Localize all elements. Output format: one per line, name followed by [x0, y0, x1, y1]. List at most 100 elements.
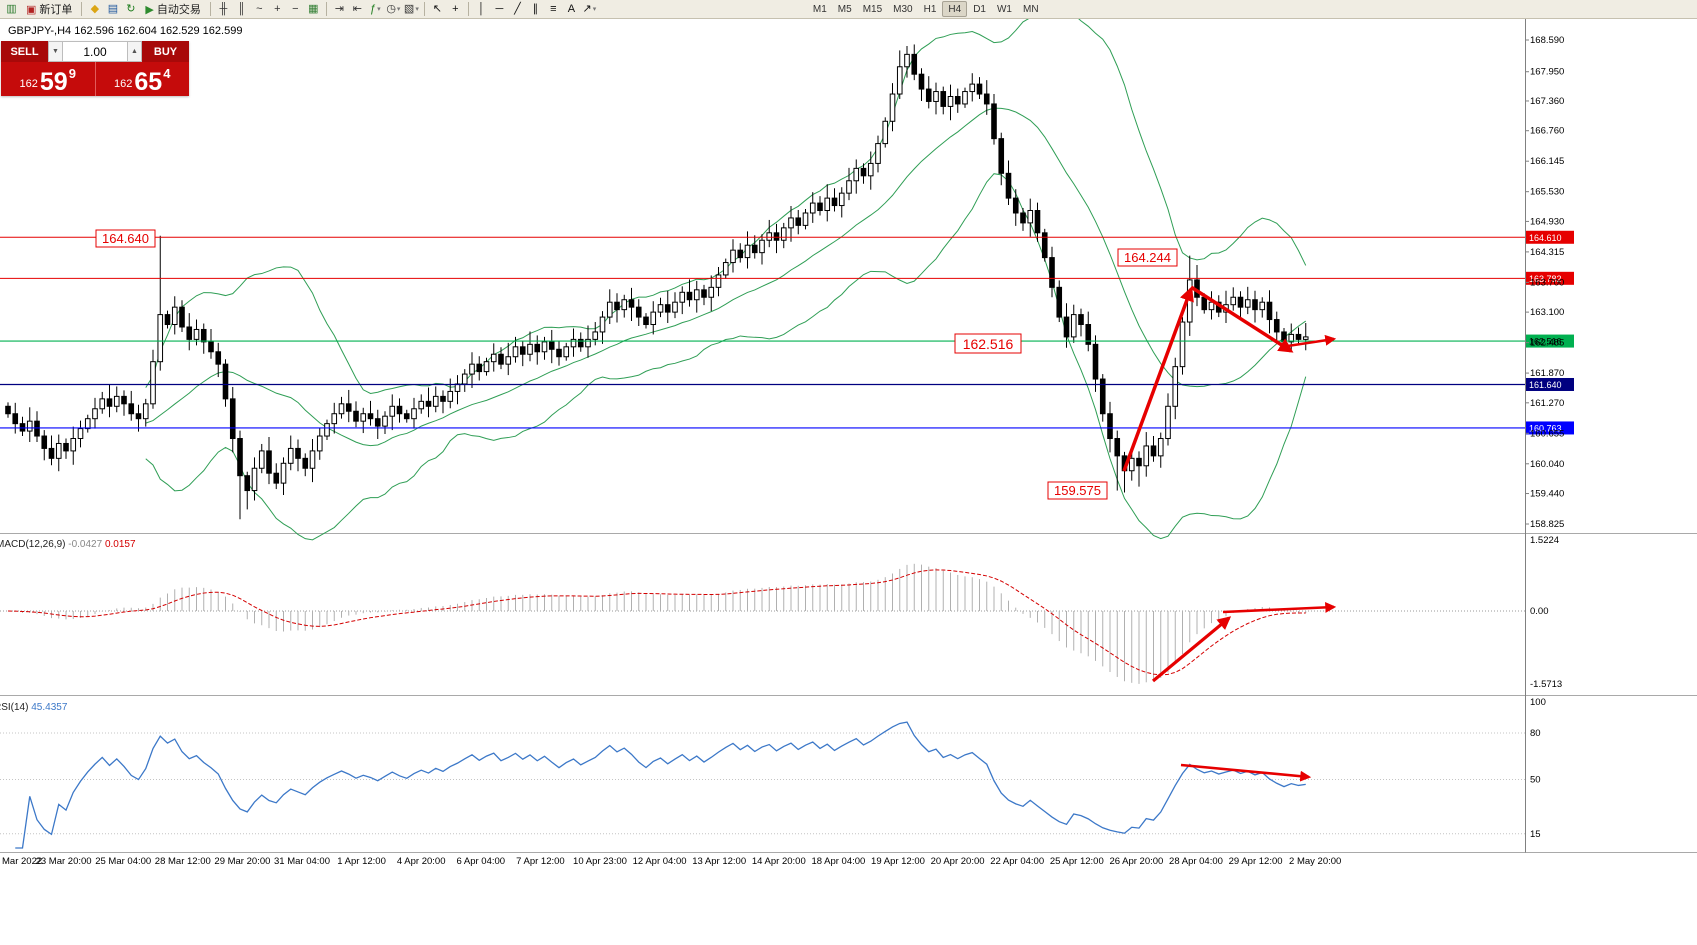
level-label-159575[interactable]: 159.575	[1047, 481, 1108, 500]
level-label-164640[interactable]: 164.640	[95, 229, 156, 248]
annotation-labels[interactable]: 164.640 164.244 162.516 159.575	[95, 229, 1178, 500]
svg-text:23 Mar 20:00: 23 Mar 20:00	[36, 856, 92, 867]
svg-text:163.782: 163.782	[1529, 274, 1562, 284]
auto-trading-button[interactable]: ▶ 自动交易	[140, 2, 205, 17]
volume-decrease-spinner[interactable]: ▼	[48, 41, 63, 62]
svg-text:164.640: 164.640	[102, 231, 149, 246]
buy-button[interactable]: BUY	[142, 41, 189, 62]
level-label-164244[interactable]: 164.244	[1117, 248, 1178, 267]
svg-text:-1.5713: -1.5713	[1530, 679, 1562, 690]
svg-text:12 Apr 04:00: 12 Apr 04:00	[633, 856, 687, 867]
line-chart-type-icon[interactable]: ~	[256, 2, 263, 15]
sell-button[interactable]: SELL	[1, 41, 48, 62]
svg-text:168.590: 168.590	[1530, 35, 1564, 46]
periods-icon[interactable]: ◷ ▾	[386, 2, 401, 15]
crosshair-icon[interactable]: +	[452, 2, 459, 15]
chart-shift-icon[interactable]: ⇤	[352, 2, 362, 15]
templates-icon[interactable]: ▧ ▾	[403, 2, 419, 15]
volume-input[interactable]	[63, 41, 127, 62]
text-tool-icon[interactable]: A	[567, 2, 576, 15]
panel-separators	[0, 19, 1697, 853]
timeframe-button-d1[interactable]: D1	[973, 3, 986, 15]
auto-trading-icon: ▶	[145, 3, 154, 16]
trend-arrows[interactable]	[1122, 285, 1337, 782]
market-watch-icon[interactable]: ▤	[107, 2, 119, 15]
buy-price-big: 65	[134, 67, 163, 96]
svg-text:6 Apr 04:00: 6 Apr 04:00	[456, 856, 505, 867]
timeframe-button-h4[interactable]: H4	[942, 1, 968, 17]
sell-price-big: 59	[39, 67, 68, 96]
svg-text:29 Apr 12:00: 29 Apr 12:00	[1229, 856, 1283, 867]
svg-text:162.516: 162.516	[963, 336, 1014, 352]
svg-text:29 Mar 20:00: 29 Mar 20:00	[214, 856, 270, 867]
svg-text:166.760: 166.760	[1530, 126, 1564, 137]
svg-text:161.270: 161.270	[1530, 398, 1564, 409]
svg-text:164.315: 164.315	[1530, 247, 1564, 258]
timeframe-button-m30[interactable]: M30	[893, 3, 913, 15]
svg-text:22 Apr 04:00: 22 Apr 04:00	[990, 856, 1044, 867]
tile-windows-icon[interactable]: ▦	[308, 2, 319, 15]
new-order-icon: ▣	[26, 3, 37, 16]
svg-text:1.5224: 1.5224	[1530, 535, 1559, 546]
svg-text:159.575: 159.575	[1054, 483, 1101, 498]
sell-price-prefix: 162	[19, 78, 38, 90]
equidistant-channel-icon[interactable]: ∥	[532, 2, 539, 15]
svg-text:31 Mar 04:00: 31 Mar 04:00	[274, 856, 330, 867]
cursor-icon[interactable]: ↖	[432, 2, 442, 15]
favorites-icon[interactable]: ◆	[90, 2, 100, 15]
svg-text:161.640: 161.640	[1529, 380, 1562, 390]
svg-text:18 Apr 04:00: 18 Apr 04:00	[811, 856, 865, 867]
timeframe-button-h1[interactable]: H1	[923, 3, 937, 15]
price-axis: 168.590 167.950 167.360 166.760 166.145 165.5…	[1525, 35, 1564, 530]
arrows-tool-icon[interactable]: ↗ ▾	[582, 2, 597, 15]
svg-text:7 Apr 12:00: 7 Apr 12:00	[516, 856, 565, 867]
dropdown-caret-icon: ▾	[592, 5, 597, 13]
svg-text:14 Apr 20:00: 14 Apr 20:00	[752, 856, 806, 867]
buy-price-sup: 4	[163, 66, 171, 81]
dropdown-caret-icon: ▾	[377, 5, 381, 13]
svg-text:167.360: 167.360	[1530, 96, 1564, 107]
timeframe-button-m1[interactable]: M1	[812, 3, 827, 15]
timeframe-button-m5[interactable]: M5	[837, 3, 852, 15]
svg-text:2 May 20:00: 2 May 20:00	[1289, 856, 1341, 867]
refresh-icon[interactable]: ↻	[126, 2, 136, 15]
vertical-line-icon[interactable]: │	[477, 2, 485, 15]
indicators-icon[interactable]: ƒ ▾	[370, 2, 381, 15]
order-prices-row: 162 59 9 162 65 4	[1, 62, 189, 96]
new-order-button[interactable]: ▣ 新订单	[21, 2, 77, 17]
zoom-out-icon[interactable]: −	[292, 2, 299, 15]
horizontal-line-icon[interactable]: ─	[495, 2, 504, 15]
horizontal-level-lines[interactable]	[0, 236, 1525, 429]
auto-scroll-icon[interactable]: ⇥	[334, 2, 344, 15]
order-controls-row: SELL ▼ ▲ BUY	[1, 41, 189, 62]
svg-text:13 Apr 12:00: 13 Apr 12:00	[692, 856, 746, 867]
sell-price-sup: 9	[68, 66, 76, 81]
sell-price-display[interactable]: 162 59 9	[1, 62, 96, 96]
trendline-icon[interactable]: ╱	[514, 2, 521, 15]
volume-increase-spinner[interactable]: ▲	[127, 41, 142, 62]
candle-chart-type-icon[interactable]: ║	[237, 2, 246, 15]
timeframe-button-mn[interactable]: MN	[1022, 3, 1039, 15]
buy-price-display[interactable]: 162 65 4	[95, 62, 189, 96]
fibonacci-icon[interactable]: ≡	[550, 2, 557, 15]
svg-text:50: 50	[1530, 775, 1541, 786]
svg-text:159.440: 159.440	[1530, 489, 1564, 500]
svg-text:26 Apr 20:00: 26 Apr 20:00	[1109, 856, 1163, 867]
timeframe-button-m15[interactable]: M15	[862, 3, 883, 15]
spinner-up-icon: ▲	[131, 48, 138, 55]
timeframe-button-w1[interactable]: W1	[996, 3, 1012, 15]
svg-text:167.950: 167.950	[1530, 67, 1564, 78]
dropdown-caret-icon: ▾	[396, 5, 401, 13]
rsi-panel: 100 80 50 15 RSI(14) 45.4357	[0, 697, 1546, 849]
candles	[5, 44, 1309, 520]
svg-text:MACD(12,26,9) -0.0427 0.0157: MACD(12,26,9) -0.0427 0.0157	[0, 539, 136, 550]
new-chart-icon[interactable]: ▥	[6, 2, 17, 15]
level-label-162516[interactable]: 162.516	[954, 333, 1022, 354]
zoom-in-icon[interactable]: +	[274, 2, 281, 15]
svg-text:164.610: 164.610	[1529, 233, 1562, 243]
chart-ohlc-header: GBPJPY-,H4 162.596 162.604 162.529 162.5…	[8, 25, 243, 37]
bar-chart-type-icon[interactable]: ╫	[219, 2, 228, 15]
svg-text:19 Apr 12:00: 19 Apr 12:00	[871, 856, 925, 867]
